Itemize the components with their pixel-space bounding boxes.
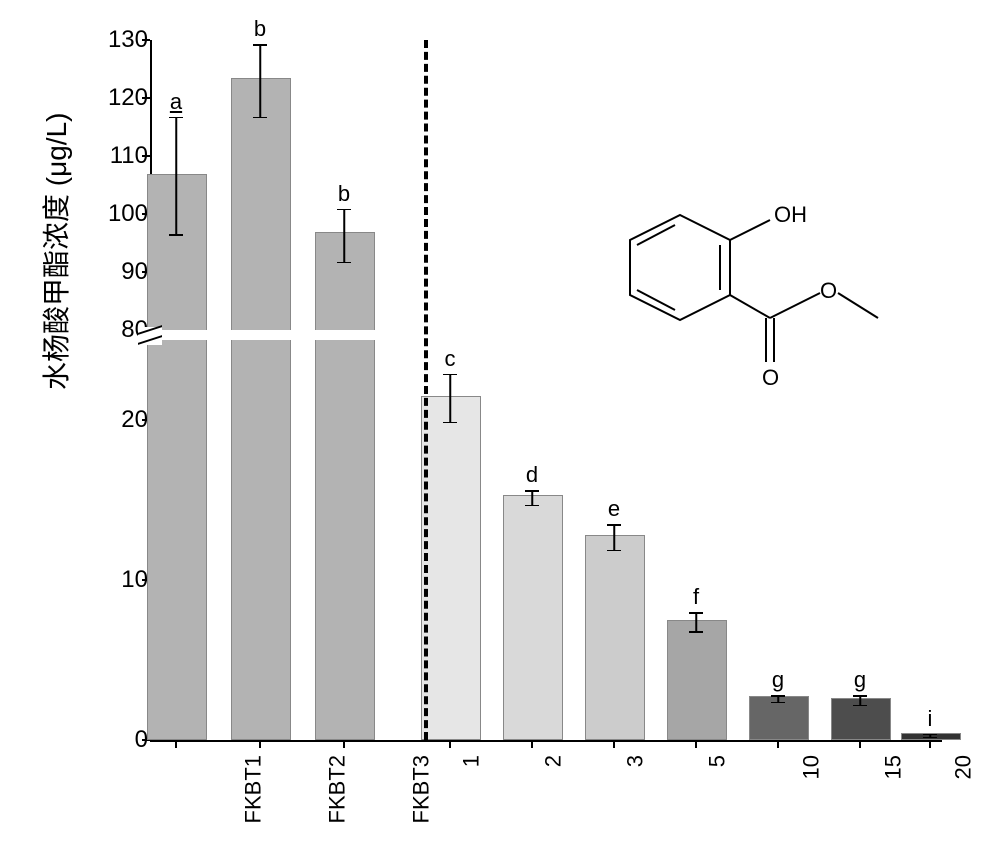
- y-tick-mark: [142, 39, 150, 41]
- significance-letter: b: [254, 16, 266, 42]
- x-tick-label: 1: [458, 755, 484, 767]
- error-cap: [853, 705, 867, 707]
- error-cap: [525, 505, 539, 507]
- significance-letter: d: [526, 462, 538, 488]
- error-cap: [443, 422, 457, 424]
- error-cap: [923, 737, 937, 739]
- bar-break: [313, 330, 375, 340]
- significance-letter: g: [772, 667, 784, 693]
- molecule-methyl-salicylate: OH O O: [610, 190, 890, 405]
- x-tick-mark: [343, 740, 345, 748]
- error-bar: [613, 524, 615, 550]
- x-tick-label: FKBT1: [240, 755, 266, 823]
- error-bar: [449, 374, 451, 422]
- x-tick-mark: [449, 740, 451, 748]
- error-bar: [259, 44, 261, 117]
- significance-letter: g: [854, 667, 866, 693]
- significance-letter: e: [608, 496, 620, 522]
- error-cap: [337, 262, 351, 264]
- bar: [421, 396, 481, 740]
- x-tick-mark: [777, 740, 779, 748]
- x-tick-label: 2: [540, 755, 566, 767]
- error-bar: [175, 117, 177, 235]
- x-tick-label: 20: [950, 755, 976, 779]
- y-axis-label: 水杨酸甲酯浓度 (μg/L): [35, 113, 75, 391]
- error-cap: [253, 117, 267, 119]
- error-cap: [689, 631, 703, 633]
- error-cap: [771, 702, 785, 704]
- bar: [315, 232, 375, 740]
- error-cap: [607, 524, 621, 526]
- x-tick-mark: [929, 740, 931, 748]
- significance-letter: i: [928, 706, 933, 732]
- x-tick-label: FKBT2: [324, 755, 350, 823]
- error-bar: [531, 490, 533, 504]
- x-tick-label: 10: [798, 755, 824, 779]
- error-cap: [853, 695, 867, 697]
- significance-letter: f: [693, 584, 699, 610]
- error-cap: [689, 612, 703, 614]
- y-axis-break: [138, 327, 162, 345]
- x-tick-mark: [175, 740, 177, 748]
- x-tick-mark: [859, 740, 861, 748]
- error-bar: [695, 612, 697, 631]
- x-tick-mark: [695, 740, 697, 748]
- significance-letter: a: [170, 89, 182, 115]
- x-tick-label: 3: [622, 755, 648, 767]
- molecule-label-o-double: O: [762, 365, 779, 390]
- bar: [585, 535, 645, 740]
- bar: [231, 78, 291, 740]
- x-tick-label: FKBT3: [408, 755, 434, 823]
- error-cap: [923, 734, 937, 736]
- molecule-label-oh: OH: [774, 202, 807, 227]
- significance-letter: c: [445, 346, 456, 372]
- bar-chart: 水杨酸甲酯浓度 (μg/L) 010208090100110120130 aFK…: [20, 20, 980, 826]
- y-tick-mark: [142, 155, 150, 157]
- bar: [147, 174, 207, 740]
- bar: [667, 620, 727, 740]
- error-cap: [525, 490, 539, 492]
- bar-break: [229, 330, 291, 340]
- error-cap: [169, 234, 183, 236]
- error-cap: [607, 550, 621, 552]
- group-divider: [424, 40, 428, 740]
- error-bar: [343, 209, 345, 262]
- x-tick-mark: [613, 740, 615, 748]
- bar: [503, 495, 563, 740]
- x-tick-mark: [531, 740, 533, 748]
- error-cap: [443, 374, 457, 376]
- y-tick-mark: [142, 97, 150, 99]
- molecule-label-o-ester: O: [820, 278, 837, 303]
- x-tick-label: 5: [704, 755, 730, 767]
- error-cap: [771, 695, 785, 697]
- error-cap: [253, 44, 267, 46]
- x-tick-label: 15: [880, 755, 906, 779]
- x-tick-mark: [259, 740, 261, 748]
- significance-letter: b: [338, 181, 350, 207]
- error-cap: [337, 209, 351, 211]
- error-cap: [169, 117, 183, 119]
